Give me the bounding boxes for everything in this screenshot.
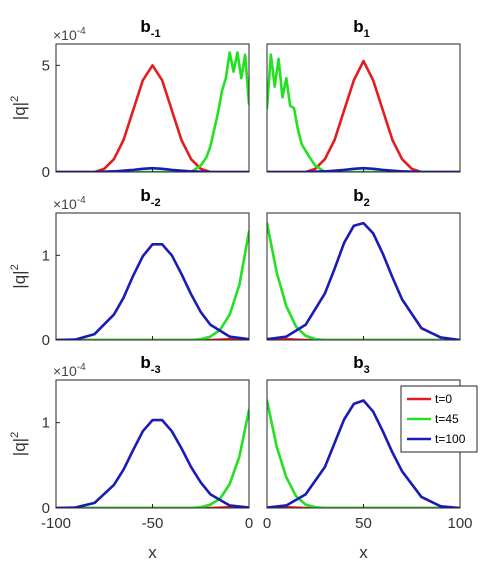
series-line-t-100 <box>56 166 249 172</box>
y-tick-label: 0 <box>42 332 50 349</box>
x-tick-label: -100 <box>41 515 71 532</box>
panel-2: b1 <box>266 17 461 173</box>
panel-title: b-2 <box>140 186 160 209</box>
y-tick-label: 0 <box>42 164 50 181</box>
exponent-label: ×10-4 <box>53 26 86 43</box>
x-tick-label: -50 <box>142 515 164 532</box>
y-axis-label: |q|2 <box>9 432 29 456</box>
legend-label: t=45 <box>435 412 459 426</box>
x-tick-label: 100 <box>447 515 472 532</box>
exponent-label: ×10-4 <box>53 362 86 379</box>
panel-title: b3 <box>353 353 370 376</box>
y-tick-label: 0 <box>42 500 50 517</box>
legend-label: t=100 <box>435 432 466 446</box>
panel-5: 0 1 b-3 ×10-4 |q|2 -100 -50 0 x <box>9 353 253 562</box>
x-tick-label: 50 <box>355 515 372 532</box>
series-line-t-45 <box>56 408 249 508</box>
y-axis-label: |q|2 <box>9 264 29 288</box>
series-line-t-0 <box>267 59 460 172</box>
series-line-t-45 <box>56 230 249 340</box>
series-line-t-100 <box>56 418 249 508</box>
series-line-t-45 <box>267 53 460 172</box>
axes-box <box>266 212 461 341</box>
series-line-t-45 <box>267 221 460 340</box>
y-tick-label: 1 <box>42 247 50 264</box>
legend-label: t=0 <box>435 392 452 406</box>
panel-4: b2 <box>266 186 461 341</box>
y-axis-label: |q|2 <box>9 96 29 120</box>
panel-6: b3 0 50 100 x <box>263 353 473 562</box>
x-axis-label: x <box>148 543 157 562</box>
x-tick-label: 0 <box>263 515 271 532</box>
panel-title: b1 <box>353 17 370 40</box>
legend: t=0 t=45 t=100 <box>400 385 478 453</box>
x-axis-label: x <box>359 543 368 562</box>
series-line-t-100 <box>267 399 460 508</box>
series-line-t-100 <box>56 243 249 340</box>
panel-3: 0 1 b-2 ×10-4 |q|2 <box>9 186 250 349</box>
series-line-t-100 <box>267 221 460 340</box>
exponent-label: ×10-4 <box>53 195 86 212</box>
panel-title: b-3 <box>140 353 160 376</box>
y-tick-label: 1 <box>42 415 50 432</box>
y-tick-label: 5 <box>42 57 50 74</box>
series-line-t-45 <box>56 51 249 172</box>
panel-title: b-1 <box>140 17 160 40</box>
panel-title: b2 <box>353 186 370 209</box>
x-tick-label: 0 <box>245 515 253 532</box>
series-line-t-0 <box>56 64 249 172</box>
axes-box <box>55 212 250 341</box>
axes-box <box>55 379 250 509</box>
panel-1: 0 5 b-1 ×10-4 |q|2 <box>9 17 250 181</box>
